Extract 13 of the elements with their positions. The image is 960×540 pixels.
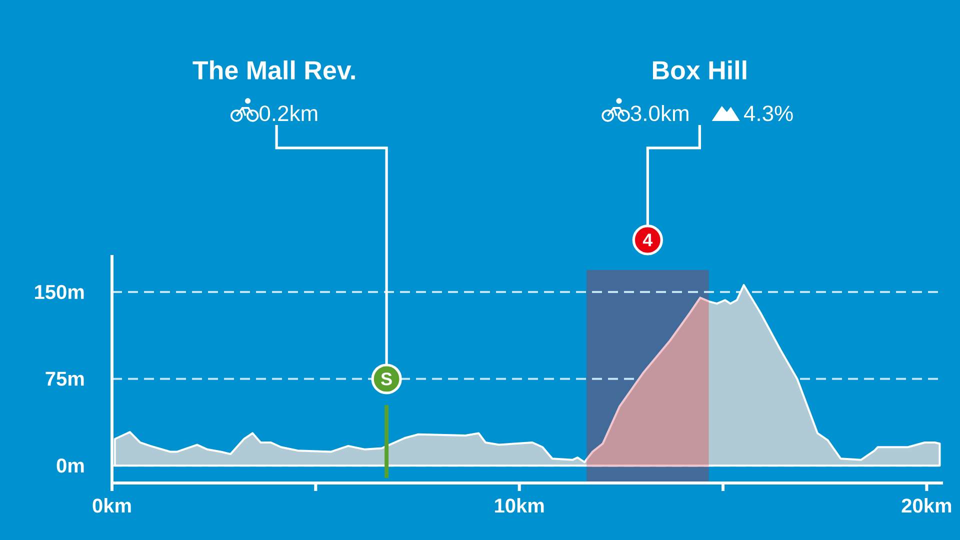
x-tick-label: 20km: [902, 498, 952, 513]
y-tick-label: 75m: [46, 372, 84, 386]
x-tick-label: 10km: [495, 498, 544, 513]
y-tick-label: 0m: [56, 458, 84, 473]
text: The Mall Rev.: [192, 60, 355, 80]
text: 0.2km: [260, 105, 318, 122]
x-tick-label: 0km: [92, 498, 131, 513]
text: Box Hill: [653, 60, 746, 80]
text: 3.0km: [630, 105, 688, 122]
y-tick-label: 150m: [35, 284, 84, 300]
band-label: 4: [642, 234, 653, 246]
text: 4.3%: [744, 106, 793, 122]
ref-line-label: S: [381, 372, 392, 386]
